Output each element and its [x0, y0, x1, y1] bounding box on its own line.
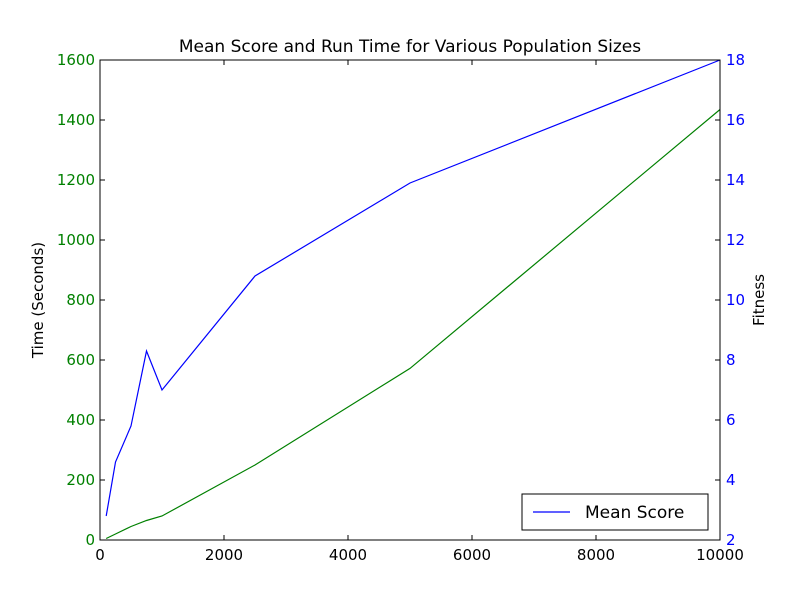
x-tick-label: 10000 [696, 546, 744, 564]
y2-tick-label: 6 [726, 411, 736, 429]
y-tick-label: 1000 [57, 231, 95, 249]
y2-axis-label: Fitness [750, 274, 768, 326]
series-line-mean-score [105, 59, 721, 517]
y2-tick-label: 14 [726, 171, 745, 189]
legend: Mean Score [521, 493, 709, 531]
series-line-left-axis [105, 109, 721, 540]
x-tick-label: 4000 [329, 546, 367, 564]
y-tick-label: 800 [66, 291, 95, 309]
y-tick-label: 1600 [57, 51, 95, 69]
y2-tick-label: 8 [726, 351, 736, 369]
y2-tick-label: 18 [726, 51, 745, 69]
y-tick-label: 600 [66, 351, 95, 369]
legend-label-mean-score: Mean Score [585, 503, 684, 523]
y2-tick-label: 16 [726, 111, 745, 129]
x-tick-label: 2000 [205, 546, 243, 564]
chart-title: Mean Score and Run Time for Various Popu… [179, 37, 641, 57]
x-tick-label: 0 [95, 546, 105, 564]
y-tick-label: 1400 [57, 111, 95, 129]
x-tick-label: 6000 [453, 546, 491, 564]
y2-tick-label: 4 [726, 471, 736, 489]
y2-tick-label: 2 [726, 531, 736, 549]
x-tick-label: 8000 [577, 546, 615, 564]
y2-tick-label: 12 [726, 231, 745, 249]
y2-tick-label: 10 [726, 291, 745, 309]
plot-frame [99, 59, 721, 541]
axis-ticks: 0 2000 4000 6000 8000 10000 0 200 400 600 800 1000 1… [57, 51, 745, 564]
y-axis-label: Time (Seconds) [29, 242, 47, 359]
y-tick-label: 0 [85, 531, 95, 549]
series-layer [105, 59, 721, 540]
y-tick-label: 1200 [57, 171, 95, 189]
y-tick-label: 400 [66, 411, 95, 429]
y-tick-label: 200 [66, 471, 95, 489]
